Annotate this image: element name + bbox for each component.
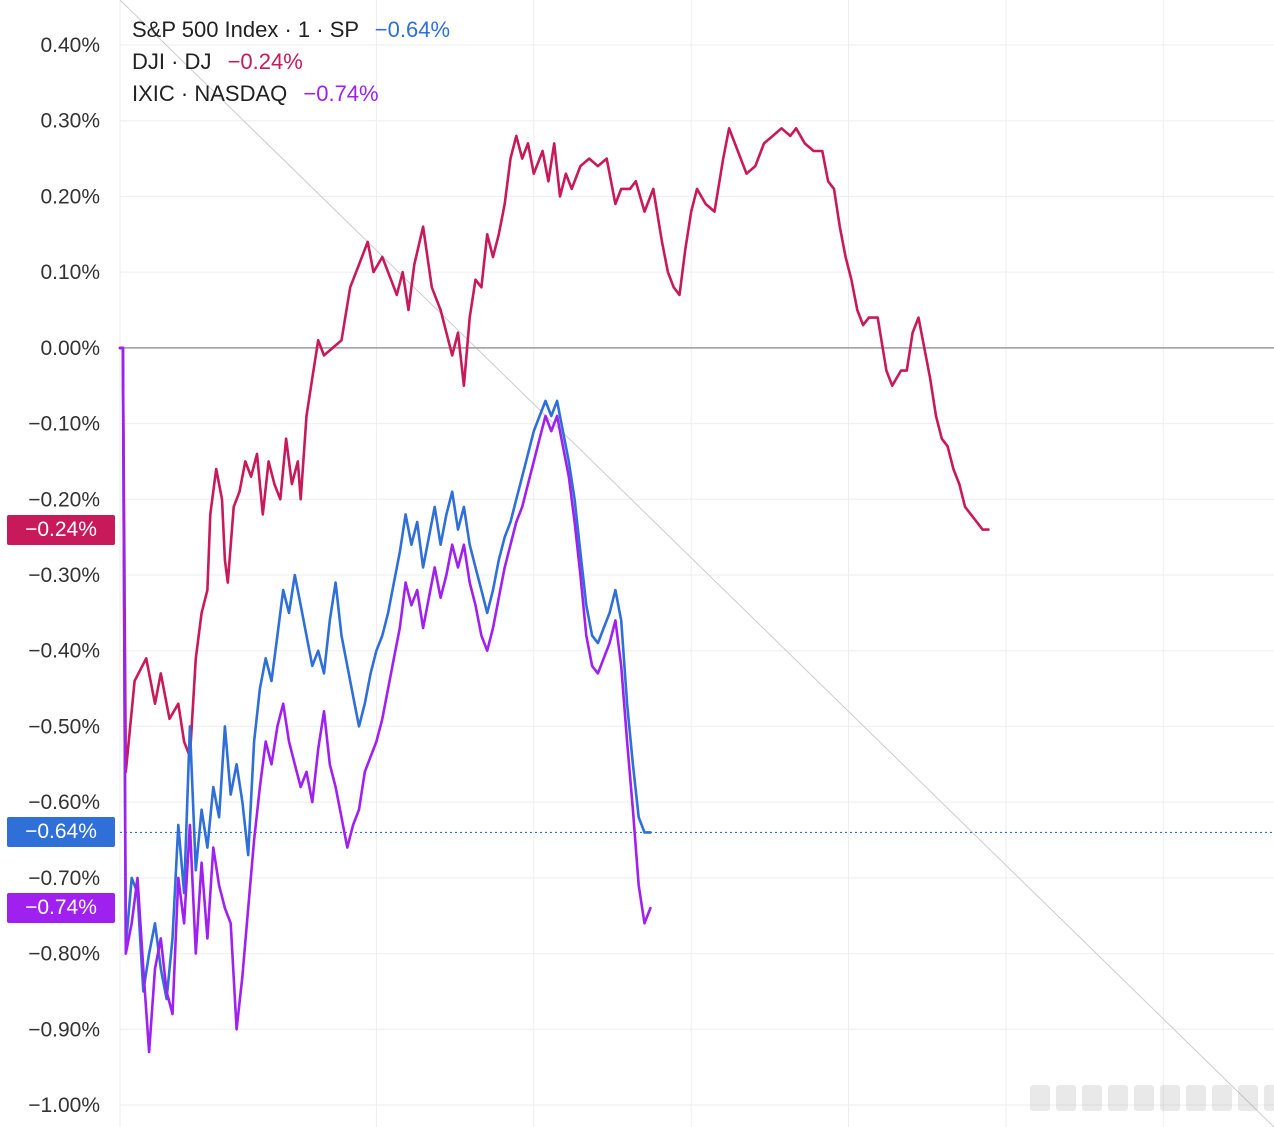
ixic-series-line (118, 346, 652, 1054)
y-tick-label: −0.80% (28, 943, 100, 966)
y-tick-label: −0.50% (28, 715, 100, 738)
legend-label-dji: DJI · DJ (132, 49, 212, 74)
sp500-series-line (118, 346, 652, 1001)
y-tick-label: −1.00% (28, 1094, 100, 1117)
y-tick-label: −0.70% (28, 867, 100, 890)
badge-sp500-last-value: −0.64% (7, 817, 115, 848)
watermark-logo (1030, 1085, 1274, 1111)
badge-ixic-last-value: −0.74% (7, 893, 115, 924)
legend-value-ixic: −0.74% (303, 81, 379, 106)
y-tick-label: −0.60% (28, 791, 100, 814)
y-axis-line (119, 0, 1274, 1127)
legend-label-ixic: IXIC · NASDAQ (132, 81, 288, 106)
dji-series-line (118, 127, 990, 774)
badge-dji-last-value: −0.24% (7, 514, 115, 545)
legend: S&P 500 Index · 1 · SP −0.64% DJI · DJ −… (132, 14, 450, 110)
y-tick-label: 0.20% (40, 185, 100, 208)
legend-entry-ixic[interactable]: IXIC · NASDAQ −0.74% (132, 78, 450, 110)
y-tick-label: 0.40% (40, 34, 100, 57)
y-tick-label: 0.00% (40, 337, 100, 360)
y-tick-label: −0.90% (28, 1018, 100, 1041)
legend-entry-dji[interactable]: DJI · DJ −0.24% (132, 46, 450, 78)
legend-entry-sp500[interactable]: S&P 500 Index · 1 · SP −0.64% (132, 14, 450, 46)
y-tick-label: −0.10% (28, 413, 100, 436)
y-tick-label: −0.20% (28, 488, 100, 511)
y-tick-label: −0.40% (28, 640, 100, 663)
legend-value-sp500: −0.64% (374, 17, 451, 42)
y-tick-label: 0.10% (40, 261, 100, 284)
y-tick-label: 0.30% (40, 110, 100, 133)
legend-label-sp500: S&P 500 Index · 1 · SP (132, 17, 359, 42)
legend-value-dji: −0.24% (227, 49, 303, 74)
y-tick-label: −0.30% (28, 564, 100, 587)
